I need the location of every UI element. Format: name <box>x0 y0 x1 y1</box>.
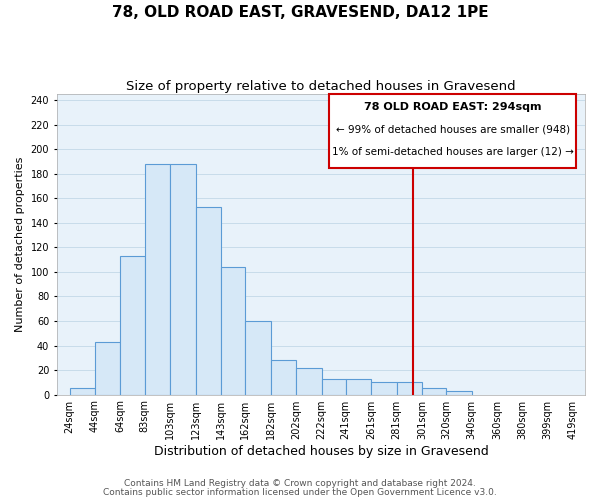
Title: Size of property relative to detached houses in Gravesend: Size of property relative to detached ho… <box>126 80 516 93</box>
Bar <box>322 378 346 394</box>
Text: Contains public sector information licensed under the Open Government Licence v3: Contains public sector information licen… <box>103 488 497 497</box>
FancyBboxPatch shape <box>329 94 576 168</box>
Text: ← 99% of detached houses are smaller (948): ← 99% of detached houses are smaller (94… <box>335 124 569 134</box>
Bar <box>346 378 371 394</box>
Bar <box>221 267 245 394</box>
Bar <box>145 164 170 394</box>
Bar <box>271 360 296 394</box>
Bar <box>121 256 145 394</box>
Bar <box>245 321 271 394</box>
Bar <box>446 391 472 394</box>
Text: 78, OLD ROAD EAST, GRAVESEND, DA12 1PE: 78, OLD ROAD EAST, GRAVESEND, DA12 1PE <box>112 5 488 20</box>
X-axis label: Distribution of detached houses by size in Gravesend: Distribution of detached houses by size … <box>154 444 488 458</box>
Text: 78 OLD ROAD EAST: 294sqm: 78 OLD ROAD EAST: 294sqm <box>364 102 541 113</box>
Bar <box>296 368 322 394</box>
Bar <box>170 164 196 394</box>
Bar <box>196 207 221 394</box>
Bar <box>95 342 121 394</box>
Text: 1% of semi-detached houses are larger (12) →: 1% of semi-detached houses are larger (1… <box>332 146 574 156</box>
Text: Contains HM Land Registry data © Crown copyright and database right 2024.: Contains HM Land Registry data © Crown c… <box>124 479 476 488</box>
Y-axis label: Number of detached properties: Number of detached properties <box>15 156 25 332</box>
Bar <box>70 388 95 394</box>
Bar <box>397 382 422 394</box>
Bar <box>422 388 446 394</box>
Bar <box>371 382 397 394</box>
